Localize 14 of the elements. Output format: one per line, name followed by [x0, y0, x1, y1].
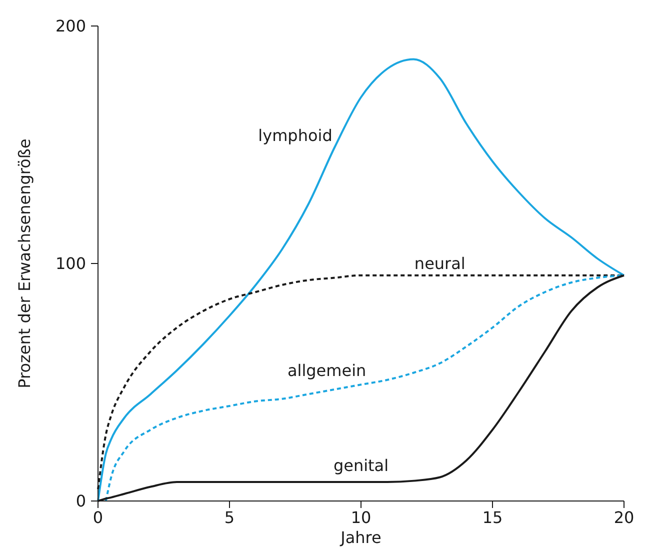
- y-tick-label: 100: [55, 254, 86, 274]
- series-label: lymphoid: [258, 126, 332, 145]
- series-label: neural: [414, 254, 466, 274]
- x-tick-label: 15: [482, 508, 503, 527]
- x-tick-label: 10: [350, 508, 372, 527]
- x-tick-label: 20: [614, 508, 634, 527]
- series-label: genital: [333, 456, 389, 475]
- x-tick-label: 0: [92, 508, 104, 527]
- y-axis-title: Prozent der Erwachsenengröße: [15, 138, 34, 388]
- x-tick-label: 5: [224, 508, 235, 527]
- y-tick-label: 0: [76, 492, 86, 511]
- y-tick-label: 200: [55, 16, 86, 36]
- series-label: allgemein: [287, 360, 366, 380]
- x-axis-title: Jahre: [340, 528, 382, 547]
